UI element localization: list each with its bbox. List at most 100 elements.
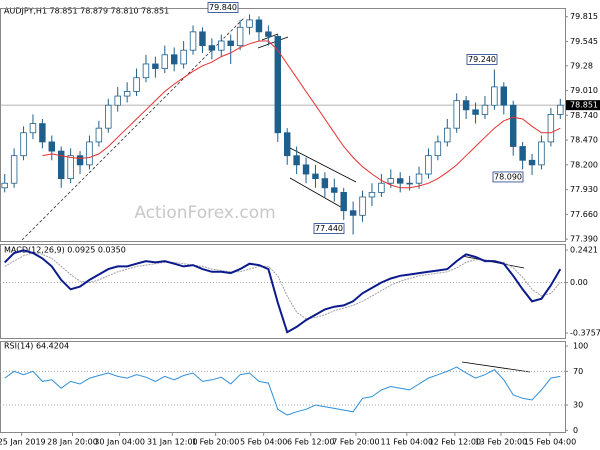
x-tick-label: 7 Feb 20:00 [332,438,379,447]
candle-body [538,141,545,166]
y-tick-label: 78.740 [570,111,598,120]
y-tick-label: 100 [573,342,588,351]
candle-body [152,63,159,69]
y-tick-label: 79.010 [570,86,598,95]
candle-body [274,36,282,134]
candle-body [321,178,329,189]
annotation-box [492,171,524,183]
y-tick-label: 79.815 [570,12,598,21]
moving-average [42,40,561,189]
y-tick-label: 78.200 [570,160,598,169]
annotation-label: 78.090 [494,172,522,181]
channel-line [289,177,347,211]
macd-title: MACD(12,26,9) 0.0925 0.0350 [4,246,126,255]
last-price-tag [566,100,600,111]
candle-body [302,164,310,175]
x-tick-label: 25 Jan 2019 [0,438,46,447]
y-tick-label: 0.2421 [570,246,598,255]
candle-body [415,173,423,184]
candle-body [378,182,385,193]
y-tick-label: 70 [573,367,583,376]
panel-frame [0,244,566,339]
y-tick-label: 79.28 [570,61,593,70]
x-tick-label: 28 Jan 20:00 [47,438,98,447]
candle-body [227,40,234,47]
annotation-label: 79.240 [468,55,496,64]
candle-body [218,40,225,51]
x-tick-label: 13 Feb 20:00 [475,438,527,447]
candle-body [387,178,395,184]
candle-body [528,159,536,166]
y-tick-label: 77.390 [570,235,598,244]
macd-signal [4,252,561,320]
x-tick-label: 1 Feb 20:00 [192,438,239,447]
candle-body [265,31,272,37]
x-tick-label: 6 Feb 12:00 [287,438,334,447]
channel-line [261,33,279,41]
channel-line [257,36,289,49]
candle-body [396,178,404,184]
candle-body [509,104,517,147]
x-tick-label: 11 Feb 04:00 [381,438,433,447]
panel-frame [0,8,566,242]
candle-body [105,104,112,129]
candle-body [331,187,338,193]
x-tick-label: 5 Feb 04:00 [240,438,287,447]
candle-body [189,31,197,51]
macd-line [3,249,562,334]
chart-title: AUDJPY,H1 78.851 78.879 78.810 78.851 [4,7,169,16]
candle-body [199,31,206,47]
annotation-box [313,223,345,234]
rsi-line [4,366,561,416]
candle-body [114,95,121,106]
channel-line [289,147,357,183]
x-tick-label: 15 Feb 04:00 [524,438,576,447]
y-tick-label: 0 [573,426,578,435]
candle-body [312,173,319,180]
candle-body [10,155,18,184]
candle-body [133,77,140,92]
y-tick-label: 0.00 [570,278,588,287]
candle-body [453,100,460,129]
candle-body [142,63,150,79]
candle-body [236,26,244,47]
trendline [21,16,246,241]
y-tick-label: 77.930 [570,185,598,194]
candle-body [208,45,216,51]
candle-body [481,104,489,115]
candle-body [359,196,366,216]
candle-body [491,86,498,106]
candle-body [349,210,357,216]
y-tick-label: 79.545 [570,37,598,46]
candle-body [161,54,169,69]
candle-body [283,132,291,157]
candle-body [86,141,93,166]
candle-body [95,127,103,143]
candle-body [462,100,470,111]
y-tick-label: 30 [573,401,583,410]
candle-body [255,19,263,33]
candle-body [48,141,56,152]
y-tick-label: 77.660 [570,210,598,219]
x-tick-label: 12 Feb 12:00 [429,438,481,447]
annotation-label: 77.440 [315,224,343,233]
x-tick-label: 30 Jan 04:00 [94,438,145,447]
x-tick-label: 31 Jan 12:00 [147,438,198,447]
candle-body [20,132,27,157]
candle-body [444,127,451,143]
candle-body [67,155,74,180]
candle-body [39,123,46,143]
annotation-box [466,54,498,65]
candle-body [557,104,564,115]
y-tick-label: -0.3757 [570,328,600,337]
candle-body [406,182,413,185]
candle-body [472,109,479,115]
candle-body [340,191,347,212]
rsi-title: RSI(14) 64.4204 [4,342,69,351]
candle-body [368,191,376,198]
candle-body [180,49,187,65]
candle-body [123,91,131,97]
candle-body [57,150,65,180]
annotation-label: 79.840 [209,3,237,12]
